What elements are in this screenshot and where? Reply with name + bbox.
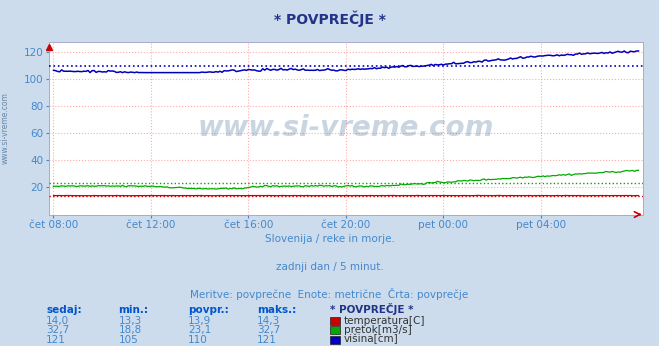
Text: 110: 110 [188,335,208,345]
Text: 18,8: 18,8 [119,325,142,335]
Text: sedaj:: sedaj: [46,305,82,315]
Text: Slovenija / reke in morje.: Slovenija / reke in morje. [264,234,395,244]
Text: 121: 121 [257,335,277,345]
Text: 13,3: 13,3 [119,316,142,326]
Text: 121: 121 [46,335,66,345]
Text: zadnji dan / 5 minut.: zadnji dan / 5 minut. [275,262,384,272]
Text: 14,0: 14,0 [46,316,69,326]
Text: 105: 105 [119,335,138,345]
Text: 32,7: 32,7 [46,325,69,335]
Text: maks.:: maks.: [257,305,297,315]
Text: www.si-vreme.com: www.si-vreme.com [1,92,10,164]
Text: 32,7: 32,7 [257,325,280,335]
Text: temperatura[C]: temperatura[C] [344,316,426,326]
Text: povpr.:: povpr.: [188,305,229,315]
Text: Meritve: povprečne  Enote: metrične  Črta: povprečje: Meritve: povprečne Enote: metrične Črta:… [190,288,469,300]
Text: višina[cm]: višina[cm] [344,334,399,345]
Text: 13,9: 13,9 [188,316,211,326]
Text: 14,3: 14,3 [257,316,280,326]
Text: * POVPREČJE *: * POVPREČJE * [273,11,386,27]
Text: pretok[m3/s]: pretok[m3/s] [344,325,412,335]
Text: www.si-vreme.com: www.si-vreme.com [198,114,494,142]
Text: * POVPREČJE *: * POVPREČJE * [330,303,413,315]
Text: min.:: min.: [119,305,149,315]
Text: 23,1: 23,1 [188,325,211,335]
